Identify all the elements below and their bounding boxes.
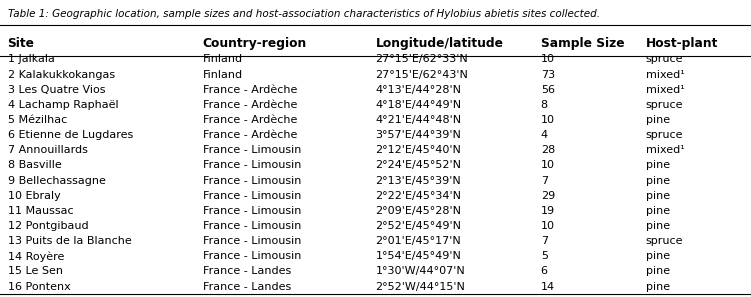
Text: 5 Mézilhac: 5 Mézilhac (8, 115, 67, 125)
Text: France - Limousin: France - Limousin (203, 206, 301, 216)
Text: pine: pine (646, 191, 670, 201)
Text: 2°52'W/44°15'N: 2°52'W/44°15'N (376, 282, 466, 292)
Text: mixed¹: mixed¹ (646, 85, 685, 95)
Text: 1°30'W/44°07'N: 1°30'W/44°07'N (376, 266, 466, 277)
Text: 3 Les Quatre Vios: 3 Les Quatre Vios (8, 85, 105, 95)
Text: 2°52'E/45°49'N: 2°52'E/45°49'N (376, 221, 462, 231)
Text: mixed¹: mixed¹ (646, 69, 685, 80)
Text: 3°57'E/44°39'N: 3°57'E/44°39'N (376, 130, 461, 140)
Text: spruce: spruce (646, 100, 683, 110)
Text: 4: 4 (541, 130, 547, 140)
Text: 2°24'E/45°52'N: 2°24'E/45°52'N (376, 160, 462, 170)
Text: 14: 14 (541, 282, 555, 292)
Text: Finland: Finland (203, 69, 243, 80)
Text: 19: 19 (541, 206, 555, 216)
Text: 2°12'E/45°40'N: 2°12'E/45°40'N (376, 145, 461, 155)
Text: Site: Site (8, 37, 35, 50)
Text: 4°21'E/44°48'N: 4°21'E/44°48'N (376, 115, 462, 125)
Text: pine: pine (646, 282, 670, 292)
Text: 28: 28 (541, 145, 555, 155)
Text: 7 Annouillards: 7 Annouillards (8, 145, 87, 155)
Text: France - Limousin: France - Limousin (203, 176, 301, 186)
Text: France - Ardèche: France - Ardèche (203, 130, 297, 140)
Text: France - Limousin: France - Limousin (203, 236, 301, 246)
Text: France - Limousin: France - Limousin (203, 160, 301, 170)
Text: France - Landes: France - Landes (203, 282, 291, 292)
Text: 73: 73 (541, 69, 555, 80)
Text: Finland: Finland (203, 54, 243, 64)
Text: Sample Size: Sample Size (541, 37, 624, 50)
Text: 15 Le Sen: 15 Le Sen (8, 266, 62, 277)
Text: France - Limousin: France - Limousin (203, 221, 301, 231)
Text: France - Limousin: France - Limousin (203, 191, 301, 201)
Text: 27°15'E/62°33'N: 27°15'E/62°33'N (376, 54, 469, 64)
Text: Longitude/latitude: Longitude/latitude (376, 37, 503, 50)
Text: 16 Pontenx: 16 Pontenx (8, 282, 71, 292)
Text: 12 Pontgibaud: 12 Pontgibaud (8, 221, 88, 231)
Text: 10: 10 (541, 54, 555, 64)
Text: pine: pine (646, 115, 670, 125)
Text: Table 1: Geographic location, sample sizes and host-association characteristics : Table 1: Geographic location, sample siz… (8, 9, 599, 19)
Text: spruce: spruce (646, 54, 683, 64)
Text: 9 Bellechassagne: 9 Bellechassagne (8, 176, 105, 186)
Text: 1°54'E/45°49'N: 1°54'E/45°49'N (376, 251, 461, 261)
Text: pine: pine (646, 160, 670, 170)
Text: France - Ardèche: France - Ardèche (203, 115, 297, 125)
Text: 4°18'E/44°49'N: 4°18'E/44°49'N (376, 100, 462, 110)
Text: France - Ardèche: France - Ardèche (203, 100, 297, 110)
Text: 10: 10 (541, 221, 555, 231)
Text: Country-region: Country-region (203, 37, 307, 50)
Text: pine: pine (646, 176, 670, 186)
Text: 2°22'E/45°34'N: 2°22'E/45°34'N (376, 191, 462, 201)
Text: 10: 10 (541, 160, 555, 170)
Text: 6 Etienne de Lugdares: 6 Etienne de Lugdares (8, 130, 133, 140)
Text: pine: pine (646, 266, 670, 277)
Text: 7: 7 (541, 176, 547, 186)
Text: France - Limousin: France - Limousin (203, 251, 301, 261)
Text: pine: pine (646, 251, 670, 261)
Text: 11 Maussac: 11 Maussac (8, 206, 73, 216)
Text: 4 Lachamp Raphaël: 4 Lachamp Raphaël (8, 100, 118, 110)
Text: 8 Basville: 8 Basville (8, 160, 62, 170)
Text: 27°15'E/62°43'N: 27°15'E/62°43'N (376, 69, 469, 80)
Text: 1 Jalkala: 1 Jalkala (8, 54, 54, 64)
Text: 2 Kalakukkokangas: 2 Kalakukkokangas (8, 69, 115, 80)
Text: 56: 56 (541, 85, 555, 95)
Text: 8: 8 (541, 100, 547, 110)
Text: 29: 29 (541, 191, 555, 201)
Text: mixed¹: mixed¹ (646, 145, 685, 155)
Text: 10 Ebraly: 10 Ebraly (8, 191, 60, 201)
Text: 10: 10 (541, 115, 555, 125)
Text: pine: pine (646, 221, 670, 231)
Text: 13 Puits de la Blanche: 13 Puits de la Blanche (8, 236, 131, 246)
Text: 5: 5 (541, 251, 547, 261)
Text: 2°09'E/45°28'N: 2°09'E/45°28'N (376, 206, 462, 216)
Text: pine: pine (646, 206, 670, 216)
Text: France - Ardèche: France - Ardèche (203, 85, 297, 95)
Text: 7: 7 (541, 236, 547, 246)
Text: 2°13'E/45°39'N: 2°13'E/45°39'N (376, 176, 461, 186)
Text: 2°01'E/45°17'N: 2°01'E/45°17'N (376, 236, 461, 246)
Text: spruce: spruce (646, 130, 683, 140)
Text: France - Landes: France - Landes (203, 266, 291, 277)
Text: 4°13'E/44°28'N: 4°13'E/44°28'N (376, 85, 462, 95)
Text: Host-plant: Host-plant (646, 37, 718, 50)
Text: spruce: spruce (646, 236, 683, 246)
Text: France - Limousin: France - Limousin (203, 145, 301, 155)
Text: 6: 6 (541, 266, 547, 277)
Text: 14 Royère: 14 Royère (8, 251, 64, 262)
